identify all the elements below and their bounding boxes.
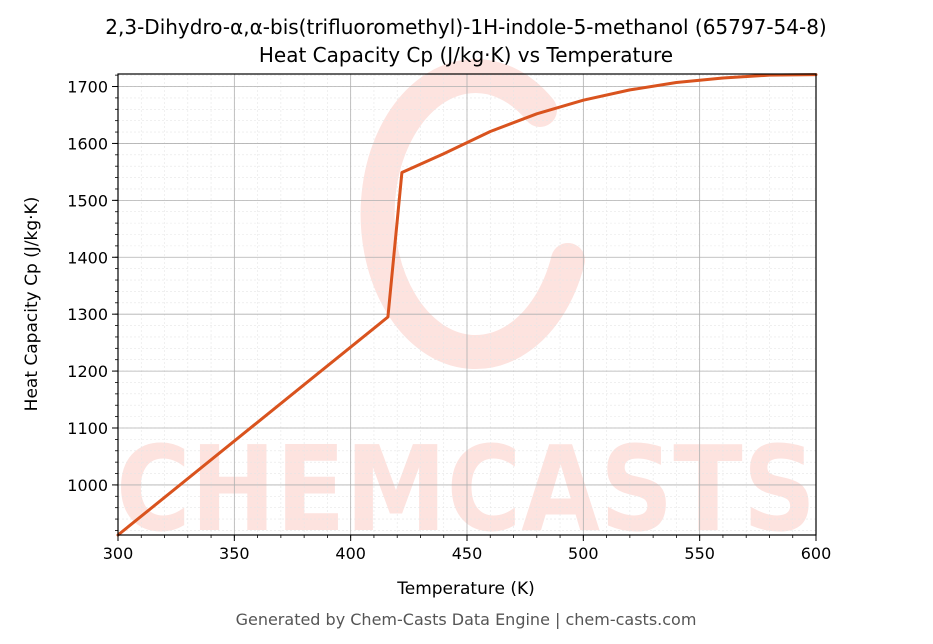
x-axis: 300 350 400 450 500 550 600	[103, 535, 832, 563]
x-tick-label: 300	[103, 544, 134, 563]
x-tick-label: 350	[219, 544, 250, 563]
x-axis-label: Temperature (K)	[396, 579, 535, 599]
y-tick-label: 1000	[67, 476, 108, 495]
series-layer	[116, 73, 818, 537]
y-axis-label: Heat Capacity Cp (J/kg·K)	[22, 197, 42, 412]
y-tick-label: 1300	[67, 305, 108, 324]
y-tick-label: 1200	[67, 362, 108, 381]
x-tick-label: 400	[335, 544, 366, 563]
x-tick-label: 450	[452, 544, 483, 563]
chart-subtitle: Heat Capacity Cp (J/kg·K) vs Temperature	[259, 43, 673, 67]
chart-title: 2,3-Dihydro-α,α-bis(trifluoromethyl)-1H-…	[105, 15, 826, 39]
watermark: CHEMCASTS	[116, 59, 816, 558]
x-tick-label: 550	[684, 544, 715, 563]
watermark-text: CHEMCASTS	[116, 420, 816, 558]
x-tick-label: 600	[801, 544, 832, 563]
y-axis: 1000 1100 1200 1300 1400 1500 1600 1700	[67, 74, 118, 531]
watermark-logo	[360, 59, 585, 369]
y-tick-label: 1500	[67, 191, 108, 210]
series-line-heat-capacity	[116, 73, 818, 537]
y-tick-label: 1600	[67, 134, 108, 153]
y-tick-label: 1100	[67, 419, 108, 438]
x-tick-label: 500	[568, 544, 599, 563]
y-tick-label: 1700	[67, 78, 108, 97]
footer-credit: Generated by Chem-Casts Data Engine | ch…	[236, 610, 697, 629]
y-tick-label: 1400	[67, 248, 108, 267]
